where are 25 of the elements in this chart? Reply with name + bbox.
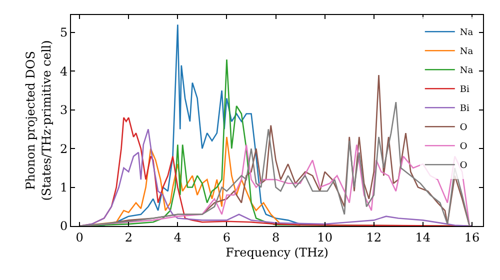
x-tick-label: 16 [464,230,480,244]
x-tick-label: 14 [415,230,431,244]
x-tick-label: 4 [174,230,182,244]
legend-label: Na [460,47,474,58]
x-axis-title: Frequency (THz) [226,245,328,260]
x-tick-label: 2 [124,230,132,244]
x-tick-label: 8 [272,230,280,244]
legend-label: O [460,123,468,134]
legend-label: Na [460,28,474,38]
y-tick-label: 5 [60,26,68,40]
legend-label: O [460,142,468,152]
y-tick-label: 3 [60,103,68,118]
legend-label: Bi [460,85,470,96]
y-tick-label: 1 [60,180,68,194]
x-tick-label: 10 [317,230,332,244]
x-tick-label: 0 [76,230,84,244]
x-tick-label: 6 [222,230,231,244]
y-tick-label: 0 [60,219,68,234]
legend-label: O [460,161,468,172]
legend-label: Bi [460,104,470,114]
y-tick-label: 2 [60,142,68,156]
x-tick-label: 12 [366,230,382,244]
legend-label: Na [460,66,474,76]
y-tick-label: 4 [60,64,68,78]
y-axis-title: Phonon projected DOS (States/THz·primitive cell) [24,40,54,201]
